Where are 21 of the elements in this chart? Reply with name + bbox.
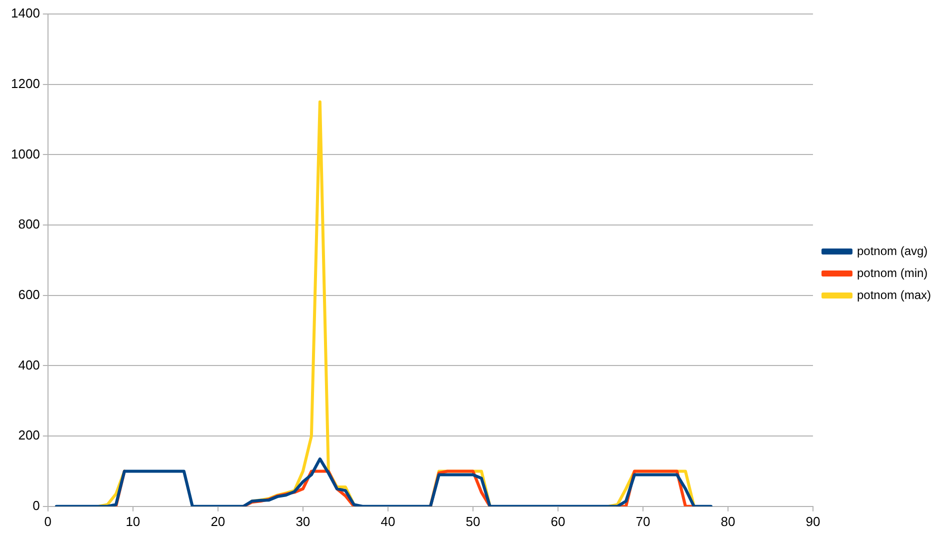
x-tick-label: 40 [380, 514, 396, 529]
y-tick-label: 800 [18, 216, 40, 232]
legend-label: potnom (min) [856, 266, 928, 280]
y-tick-label: 1400 [11, 6, 40, 21]
legend-label: potnom (avg) [856, 244, 928, 258]
x-tick-label: 30 [296, 514, 310, 529]
x-tick-label: 60 [550, 514, 566, 529]
x-tick-label: 20 [210, 514, 226, 529]
legend-label: potnom (max) [856, 288, 932, 302]
y-tick-label: 1000 [11, 146, 40, 162]
y-tick-label: 0 [32, 498, 40, 513]
x-tick-label: 10 [126, 514, 140, 529]
x-tick-label: 80 [720, 514, 736, 529]
x-tick-label: 0 [44, 514, 52, 529]
y-tick-label: 400 [18, 357, 40, 372]
y-tick-label: 1200 [11, 76, 40, 91]
x-tick-label: 70 [636, 514, 650, 529]
x-tick-label: 90 [806, 514, 820, 529]
y-tick-label: 200 [18, 428, 40, 443]
y-tick-label: 600 [18, 286, 40, 302]
x-tick-label: 50 [466, 514, 480, 529]
